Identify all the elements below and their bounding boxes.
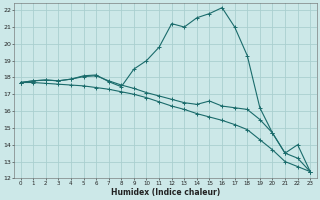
X-axis label: Humidex (Indice chaleur): Humidex (Indice chaleur) bbox=[111, 188, 220, 197]
